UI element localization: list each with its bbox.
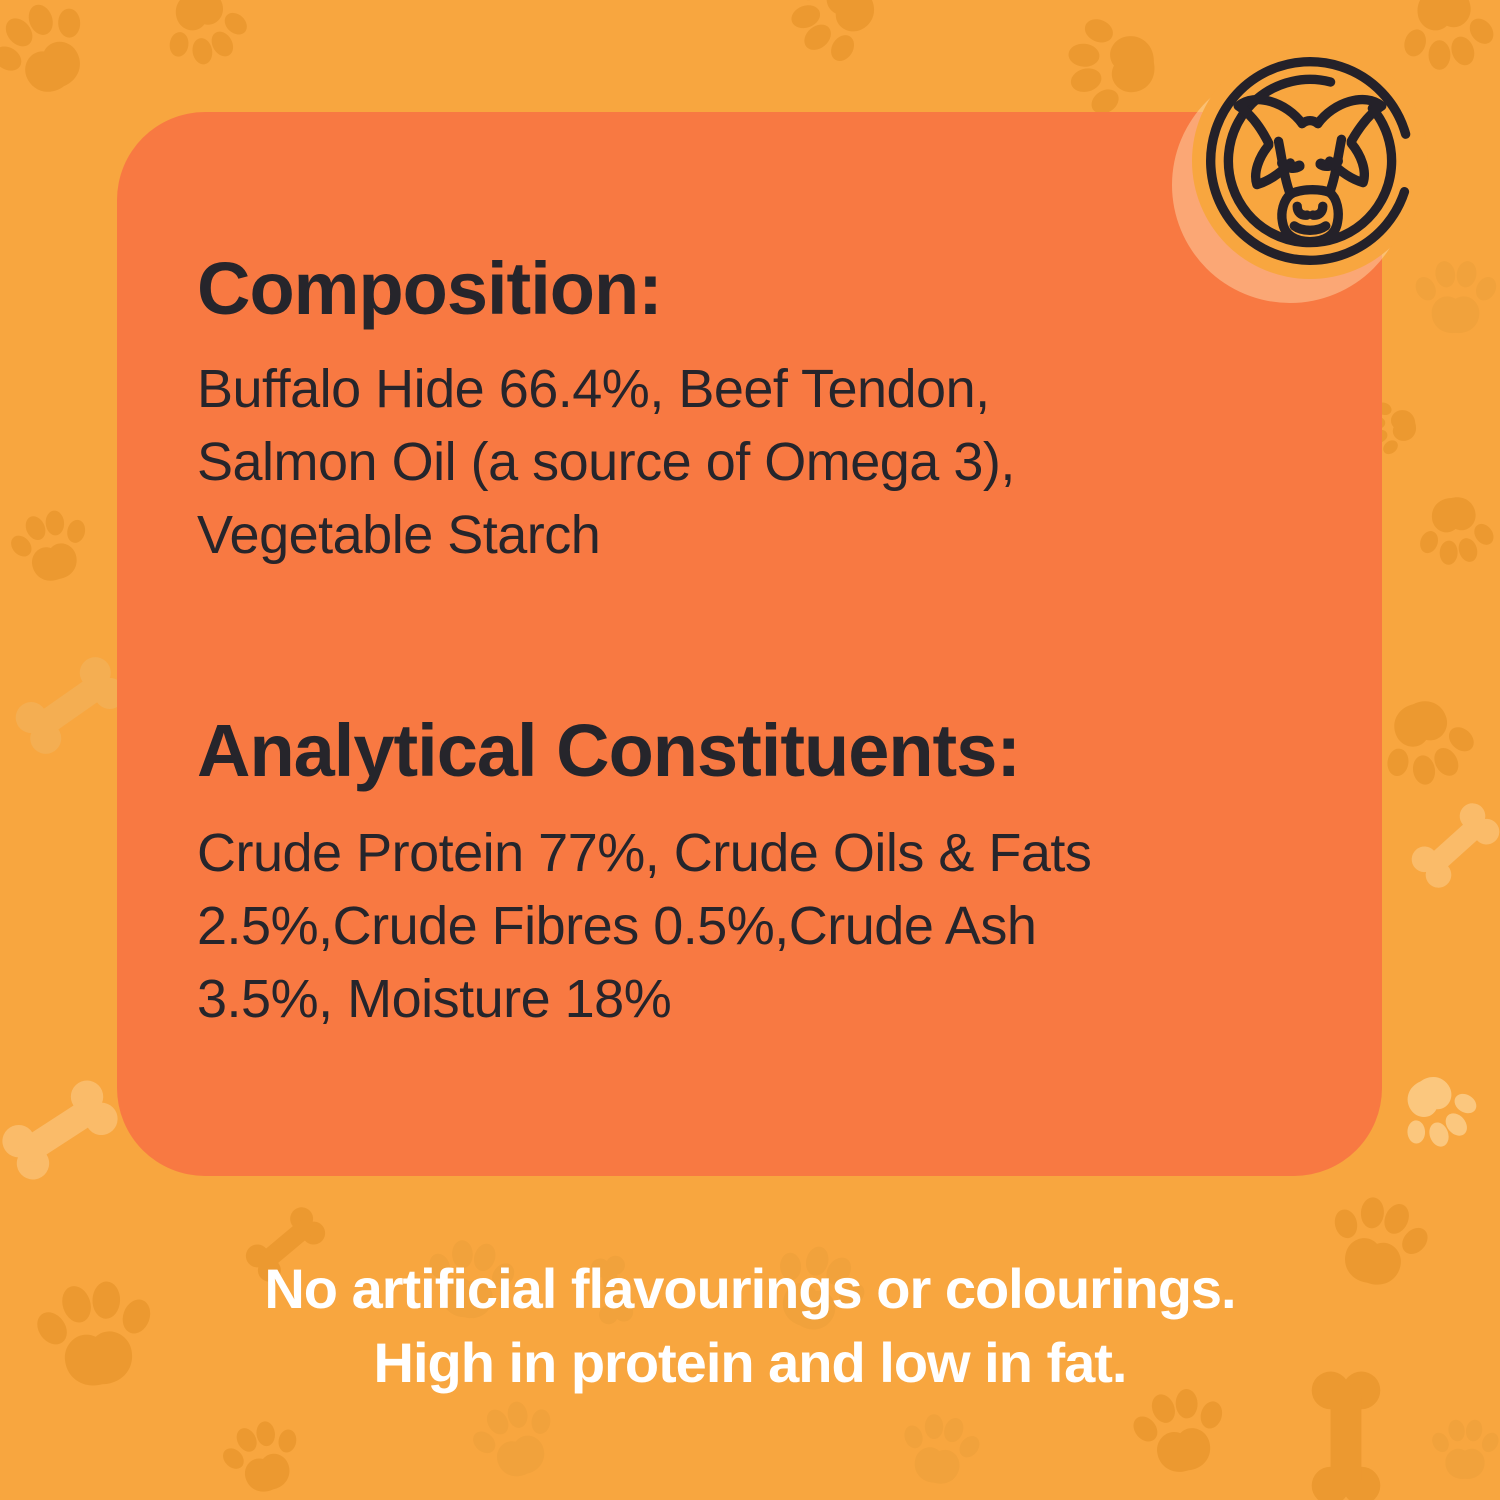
bone-icon bbox=[1406, 798, 1500, 893]
composition-body: Buffalo Hide 66.4%, Beef Tendon, Salmon … bbox=[197, 359, 1015, 566]
footer-claims: No artificial flavourings or colourings.… bbox=[0, 1252, 1500, 1400]
paw-icon bbox=[1428, 1418, 1500, 1479]
bone-icon bbox=[9, 651, 132, 760]
buffalo-head-icon bbox=[1206, 57, 1414, 265]
paw-icon bbox=[461, 1389, 570, 1489]
paw-icon bbox=[1063, 9, 1159, 122]
paw-icon bbox=[212, 1410, 313, 1500]
composition-section: Composition: Buffalo Hide 66.4%, Beef Te… bbox=[197, 246, 1297, 572]
composition-heading: Composition: bbox=[197, 247, 663, 330]
analytical-constituents-section: Analytical Constituents: Crude Protein 7… bbox=[197, 708, 1297, 1036]
paw-icon bbox=[772, 0, 894, 78]
analytical-constituents-heading: Analytical Constituents: bbox=[197, 709, 1021, 792]
paw-icon bbox=[1410, 492, 1500, 571]
bone-icon bbox=[0, 1074, 124, 1186]
paw-icon bbox=[1383, 1060, 1491, 1163]
info-card bbox=[117, 112, 1382, 1176]
buffalo-badge bbox=[1192, 43, 1428, 279]
footer-claim-line-1: No artificial flavourings or colourings. bbox=[264, 1257, 1236, 1320]
paw-icon bbox=[0, 0, 110, 113]
paw-icon bbox=[1366, 687, 1488, 799]
analytical-constituents-body: Crude Protein 77%, Crude Oils & Fats 2.5… bbox=[197, 823, 1092, 1030]
footer-claim-line-2: High in protein and low in fat. bbox=[373, 1331, 1128, 1394]
paw-icon bbox=[150, 0, 259, 77]
paw-icon bbox=[1, 501, 100, 590]
paw-icon bbox=[893, 1407, 988, 1491]
